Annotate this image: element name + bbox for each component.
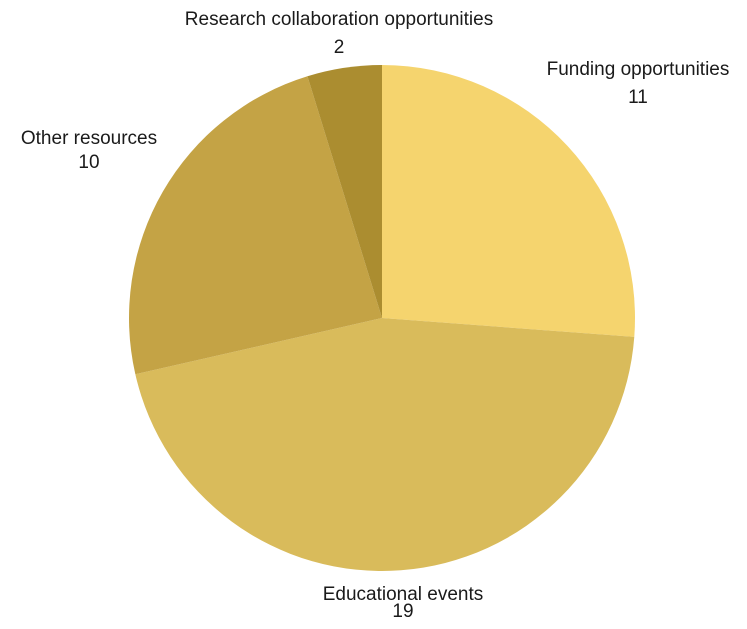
slice-label: Other resources: [21, 128, 157, 149]
pie-slice-other-resources: [129, 76, 382, 375]
slice-label: Research collaboration opportunities: [185, 9, 493, 30]
slice-label: Funding opportunities: [547, 59, 730, 80]
pie-slices: [129, 65, 635, 572]
pie-slice-funding-opportunities: [382, 65, 635, 337]
slice-value-label: 2: [334, 37, 345, 58]
slice-label: Educational events: [323, 584, 484, 605]
pie-labels: Funding opportunities 11 Educational event…: [21, 9, 729, 622]
slice-value-label: 11: [628, 87, 648, 108]
pie-slice-educational-events: [135, 318, 635, 572]
pie-slice-research-collaboration-opportunities: [307, 65, 382, 318]
slice-value-label: 19: [392, 601, 413, 622]
slice-value-label: 10: [78, 152, 99, 173]
